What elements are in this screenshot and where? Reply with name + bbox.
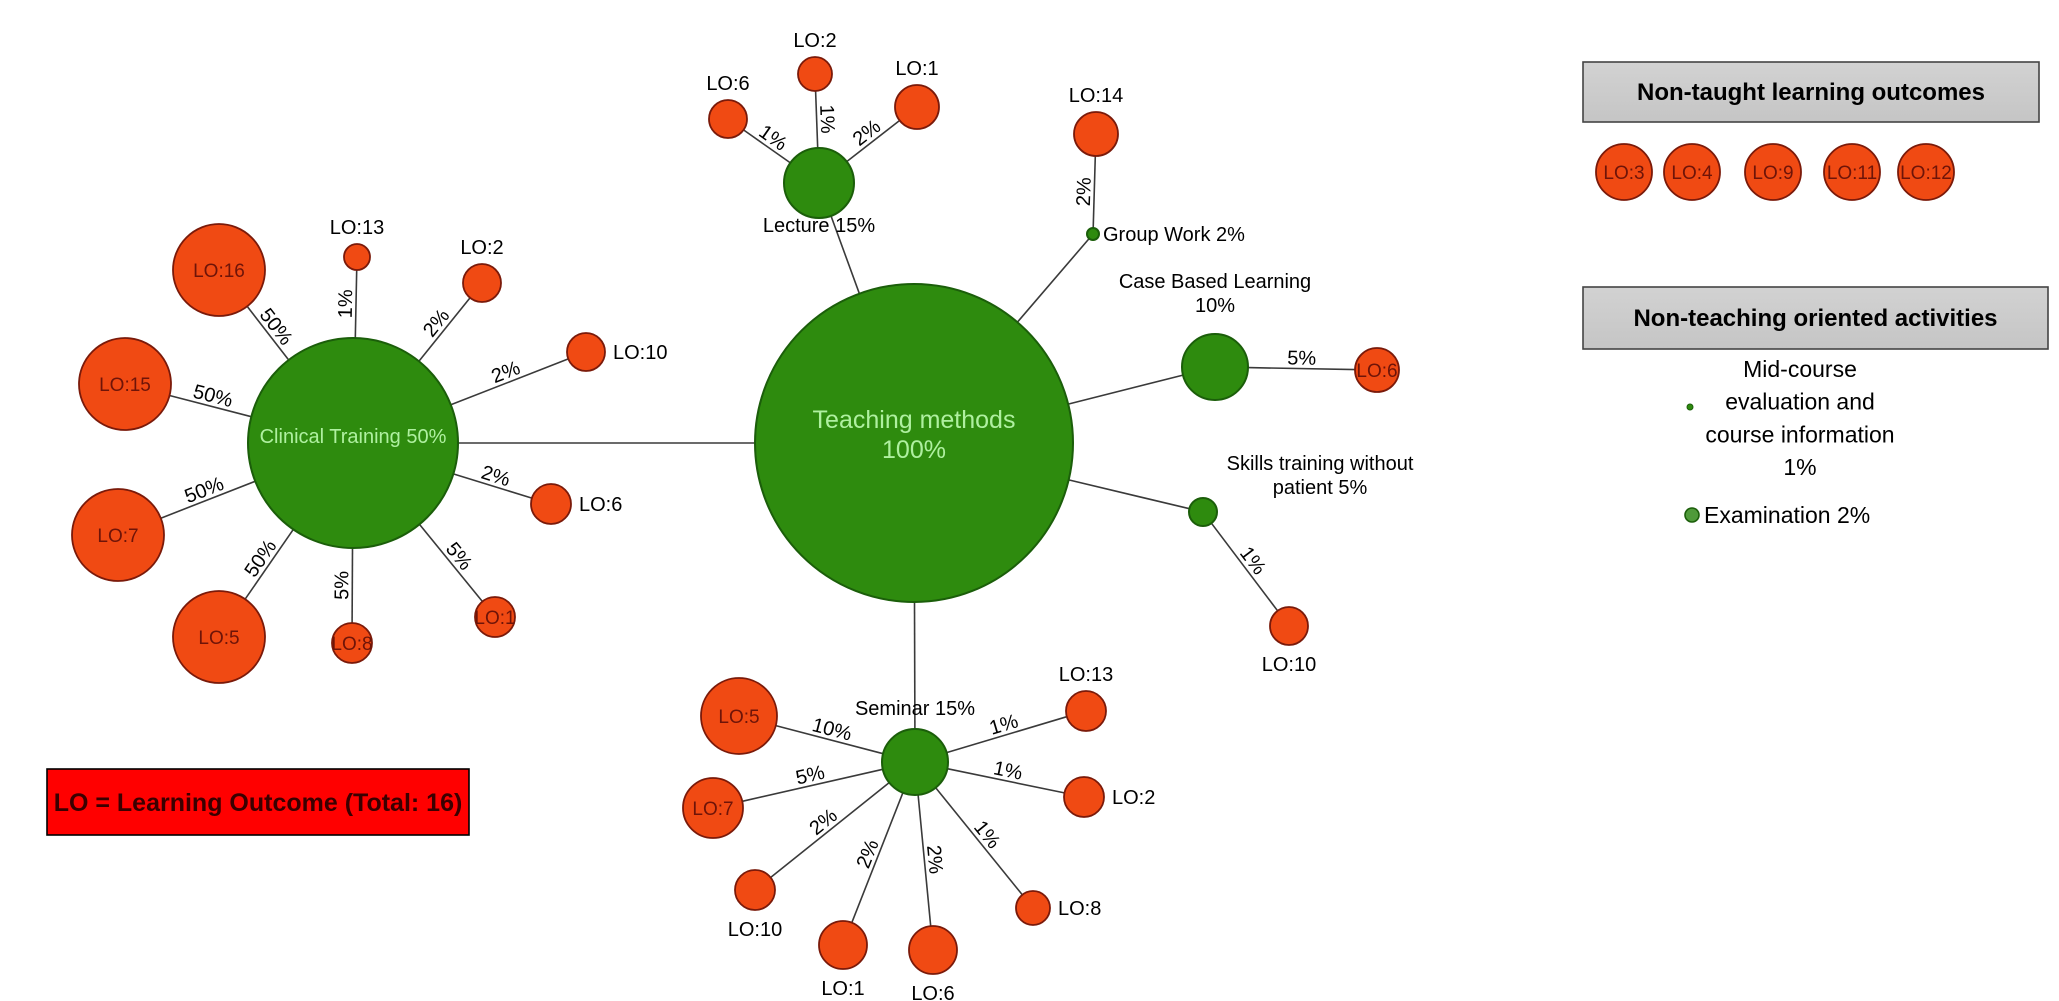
svg-text:Teaching methods: Teaching methods — [813, 406, 1016, 434]
svg-text:Case Based Learning: Case Based Learning — [1119, 271, 1311, 293]
svg-text:Clinical Training 50%: Clinical Training 50% — [260, 426, 447, 448]
svg-text:LO:1: LO:1 — [474, 608, 515, 629]
svg-text:5%: 5% — [1287, 347, 1317, 370]
svg-text:2%: 2% — [419, 305, 454, 341]
svg-text:LO:2: LO:2 — [460, 237, 503, 259]
svg-text:LO:6: LO:6 — [911, 983, 954, 1001]
svg-text:5%: 5% — [331, 571, 353, 600]
svg-text:100%: 100% — [882, 436, 946, 464]
svg-text:LO:13: LO:13 — [330, 217, 384, 239]
svg-text:Non-teaching oriented activiti: Non-teaching oriented activities — [1633, 305, 1997, 332]
svg-text:5%: 5% — [794, 762, 827, 790]
svg-text:2%: 2% — [805, 805, 841, 840]
svg-text:LO:11: LO:11 — [1827, 163, 1877, 184]
svg-text:LO:3: LO:3 — [1603, 163, 1644, 184]
svg-text:1%: 1% — [987, 710, 1021, 739]
svg-text:LO:12: LO:12 — [1900, 163, 1952, 184]
svg-text:Skills training without: Skills training without — [1227, 453, 1414, 475]
svg-text:LO:9: LO:9 — [1752, 163, 1793, 184]
svg-text:2%: 2% — [853, 836, 884, 871]
svg-text:50%: 50% — [241, 536, 282, 582]
svg-text:1%: 1% — [992, 757, 1025, 784]
svg-text:LO:6: LO:6 — [579, 494, 622, 516]
svg-text:2%: 2% — [1073, 177, 1096, 207]
svg-text:LO:4: LO:4 — [1671, 163, 1713, 184]
svg-text:LO:15: LO:15 — [99, 375, 151, 396]
svg-text:patient 5%: patient 5% — [1273, 477, 1368, 499]
svg-text:LO:16: LO:16 — [193, 261, 245, 282]
svg-text:Mid-course: Mid-course — [1743, 356, 1857, 382]
svg-text:LO = Learning Outcome (Total:: LO = Learning Outcome (Total: 16) — [54, 789, 463, 817]
svg-text:2%: 2% — [849, 115, 885, 150]
svg-text:50%: 50% — [182, 473, 227, 508]
svg-text:LO:8: LO:8 — [331, 634, 372, 655]
svg-text:Seminar 15%: Seminar 15% — [855, 698, 975, 720]
svg-text:LO:13: LO:13 — [1059, 664, 1113, 686]
svg-text:LO:6: LO:6 — [1356, 361, 1397, 382]
svg-text:1%: 1% — [1235, 543, 1270, 579]
svg-text:evaluation and: evaluation and — [1725, 389, 1875, 415]
svg-text:1%: 1% — [1783, 454, 1816, 480]
svg-text:LO:2: LO:2 — [793, 30, 836, 52]
svg-text:LO:1: LO:1 — [895, 58, 938, 80]
svg-text:Group Work 2%: Group Work 2% — [1103, 224, 1245, 246]
svg-text:1%: 1% — [755, 121, 791, 156]
svg-text:5%: 5% — [441, 538, 476, 574]
svg-text:2%: 2% — [478, 462, 512, 492]
svg-text:1%: 1% — [815, 104, 838, 134]
svg-text:50%: 50% — [191, 381, 235, 412]
svg-text:1%: 1% — [335, 289, 358, 319]
svg-text:LO:5: LO:5 — [198, 628, 239, 649]
svg-text:LO:5: LO:5 — [718, 707, 759, 728]
svg-text:1%: 1% — [969, 817, 1004, 853]
svg-text:LO:10: LO:10 — [728, 919, 782, 941]
svg-text:LO:1: LO:1 — [821, 978, 864, 1000]
svg-text:Non-taught learning outcomes: Non-taught learning outcomes — [1637, 79, 1985, 106]
svg-text:LO:6: LO:6 — [706, 73, 749, 95]
svg-text:10%: 10% — [810, 714, 854, 745]
svg-text:LO:14: LO:14 — [1069, 85, 1123, 107]
svg-text:Examination 2%: Examination 2% — [1704, 502, 1870, 528]
svg-text:LO:2: LO:2 — [1112, 787, 1155, 809]
svg-text:LO:10: LO:10 — [1262, 654, 1316, 676]
svg-text:2%: 2% — [922, 844, 947, 875]
svg-text:10%: 10% — [1195, 295, 1235, 317]
svg-text:LO:7: LO:7 — [97, 526, 138, 547]
svg-text:course information: course information — [1705, 421, 1894, 447]
svg-text:Lecture 15%: Lecture 15% — [763, 215, 876, 237]
svg-text:LO:7: LO:7 — [692, 799, 733, 820]
svg-text:LO:10: LO:10 — [613, 342, 667, 364]
svg-text:50%: 50% — [255, 305, 297, 350]
svg-text:2%: 2% — [489, 357, 524, 388]
svg-text:LO:8: LO:8 — [1058, 898, 1101, 920]
